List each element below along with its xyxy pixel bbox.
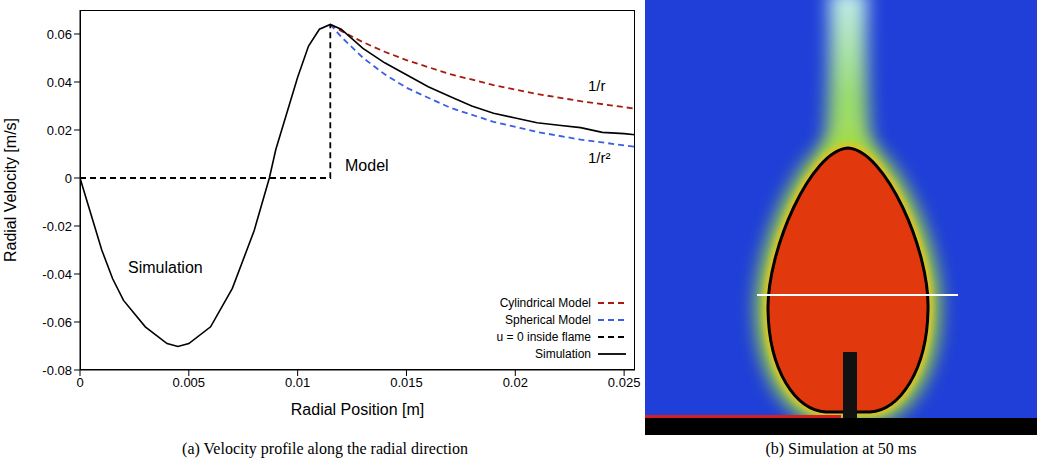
svg-text:Radial Position [m]: Radial Position [m]: [291, 401, 424, 418]
svg-text:0.025: 0.025: [608, 375, 641, 390]
svg-text:0.01: 0.01: [285, 375, 310, 390]
html-text:Spherical Model: Spherical Model: [505, 312, 591, 327]
svg-text:-0.02: -0.02: [42, 219, 72, 234]
svg-text:0.02: 0.02: [503, 375, 528, 390]
html-text:Simulation: Simulation: [535, 346, 591, 361]
svg-text:0.015: 0.015: [390, 375, 423, 390]
svg-text:-0.04: -0.04: [42, 267, 72, 282]
svg-text:0: 0: [65, 171, 72, 186]
html-text:1/r²: 1/r²: [588, 149, 611, 166]
html-text:u = 0 inside flame: u = 0 inside flame: [496, 329, 591, 344]
html-text:Model: Model: [345, 157, 389, 174]
html-text:(b) Simulation at 50 ms: (b) Simulation at 50 ms: [765, 440, 917, 457]
svg-text:0.02: 0.02: [47, 123, 72, 138]
svg-text:0.04: 0.04: [47, 75, 72, 90]
html-text:(a) Velocity profile along the: (a) Velocity profile along the radial di…: [182, 440, 468, 457]
html-text:1/r: 1/r: [588, 77, 606, 94]
svg-text:0.06: 0.06: [47, 27, 72, 42]
svg-text:Radial Velocity [m/s]: Radial Velocity [m/s]: [2, 118, 19, 262]
svg-text:0.005: 0.005: [173, 375, 206, 390]
svg-text:0: 0: [76, 375, 83, 390]
svg-text:-0.06: -0.06: [42, 315, 72, 330]
html-text:Simulation: Simulation: [128, 259, 203, 276]
svg-text:-0.08: -0.08: [42, 363, 72, 378]
html-text:Cylindrical Model: Cylindrical Model: [499, 295, 591, 310]
